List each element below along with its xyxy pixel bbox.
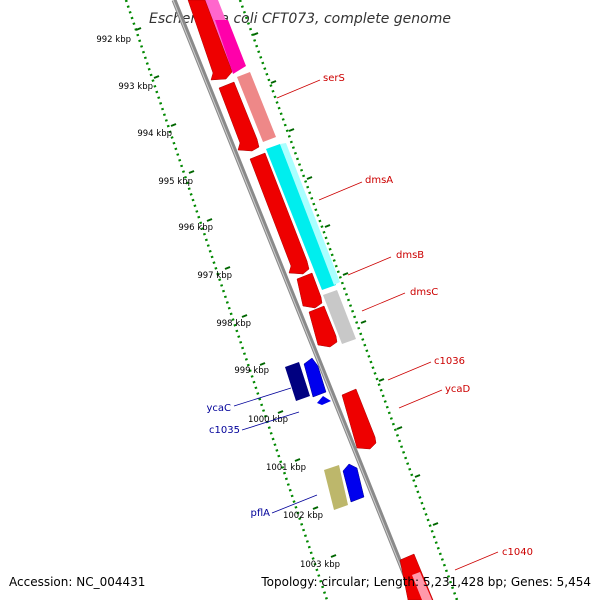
cog-cyan-block — [266, 144, 336, 290]
tick-label: 1000 kbp — [248, 415, 288, 425]
tick-label: 999 kbp — [234, 366, 269, 376]
tick-label: 1002 kbp — [283, 511, 323, 521]
tick-mark — [252, 32, 259, 36]
gene-labels: serS dmsA dmsB dmsC c1036 ycaD c1040 yca… — [206, 73, 532, 558]
tick-label: 996 kbp — [178, 223, 213, 233]
tick-labels: 992 kbp 993 kbp 994 kbp 995 kbp 996 kbp … — [96, 35, 340, 570]
cog-salmon-block — [237, 72, 276, 142]
cds-arrow-pink — [412, 572, 432, 600]
gene-label-dmsC: dmsC — [410, 287, 438, 298]
cds-arrow-blue — [317, 396, 331, 405]
leader-pflA — [271, 494, 318, 514]
tick-label: 1001 kbp — [266, 463, 306, 473]
cds-arrow-blue — [303, 357, 327, 398]
cog-magenta-block — [215, 20, 246, 74]
tick-mark — [277, 410, 284, 414]
tick-mark — [324, 224, 331, 228]
leader-ycaC — [233, 387, 292, 407]
tick-label: 997 kbp — [197, 271, 232, 281]
tick-mark — [396, 426, 403, 430]
leader-ycaD — [398, 389, 443, 409]
leader-c1036 — [387, 361, 432, 381]
tick-mark — [432, 522, 439, 526]
tick-mark — [294, 458, 301, 462]
leader-dmsB — [347, 256, 392, 276]
tick-mark — [378, 378, 385, 382]
tick-mark — [330, 554, 337, 558]
tick-mark — [153, 75, 160, 79]
tick-label: 1003 kbp — [300, 560, 340, 570]
reverse-cds-features — [285, 357, 365, 510]
cds-arrow-blue — [342, 463, 365, 503]
gene-label-c1035: c1035 — [209, 425, 240, 436]
tick-label: 993 kbp — [118, 82, 153, 92]
cog-lightcyan-block — [280, 143, 340, 285]
tick-marks — [135, 27, 439, 558]
cds-arrow-red — [218, 81, 260, 152]
backbone-highlight — [172, 0, 415, 600]
cds-arrow-red — [249, 152, 310, 275]
accession-text: Accession: NC_004431 — [9, 575, 145, 589]
tick-label: 998 kbp — [216, 319, 251, 329]
tick-mark — [360, 320, 367, 324]
cds-arrow-red — [308, 305, 338, 348]
leader-dmsC — [361, 292, 406, 312]
cds-khaki-block — [324, 465, 348, 510]
tick-mark — [170, 123, 177, 127]
gene-label-serS: serS — [323, 73, 345, 84]
tick-mark — [224, 266, 231, 270]
gene-label-c1040: c1040 — [502, 547, 533, 558]
tick-mark — [206, 218, 213, 222]
tick-mark — [241, 314, 248, 318]
tick-label: 994 kbp — [137, 129, 172, 139]
cds-arrow-red — [187, 0, 233, 81]
topology-text: Topology: circular; Length: 5,231,428 bp… — [260, 575, 591, 589]
tick-label: 995 kbp — [158, 177, 193, 187]
gene-label-ycaD: ycaD — [445, 384, 471, 395]
tick-mark — [306, 176, 313, 180]
leader-serS — [276, 79, 321, 99]
leader-c1040 — [454, 551, 499, 571]
tick-mark — [270, 80, 277, 84]
gene-label-dmsB: dmsB — [396, 250, 424, 261]
cog-gray-block — [323, 290, 356, 344]
gene-label-c1036: c1036 — [434, 356, 465, 367]
tick-mark — [312, 506, 319, 510]
leader-c1035 — [241, 411, 300, 431]
gene-label-ycaC: ycaC — [206, 403, 231, 414]
tick-label: 992 kbp — [96, 35, 131, 45]
gene-leader-lines — [233, 79, 499, 571]
tick-mark — [414, 474, 421, 478]
cds-arrow-red — [296, 272, 323, 309]
tick-mark — [135, 27, 142, 31]
backbone — [171, 0, 418, 600]
leader-dmsA — [318, 181, 363, 201]
forward-cds-features — [187, 0, 434, 600]
outer-tick-track — [238, 0, 459, 600]
gene-label-pflA: pflA — [251, 508, 271, 519]
tick-mark — [342, 272, 349, 276]
tick-mark — [259, 362, 266, 366]
tick-mark — [288, 128, 295, 132]
cds-arrow-red — [341, 388, 377, 450]
tick-mark — [188, 170, 195, 174]
cds-navy-block — [285, 362, 310, 401]
gene-label-dmsA: dmsA — [365, 175, 393, 186]
